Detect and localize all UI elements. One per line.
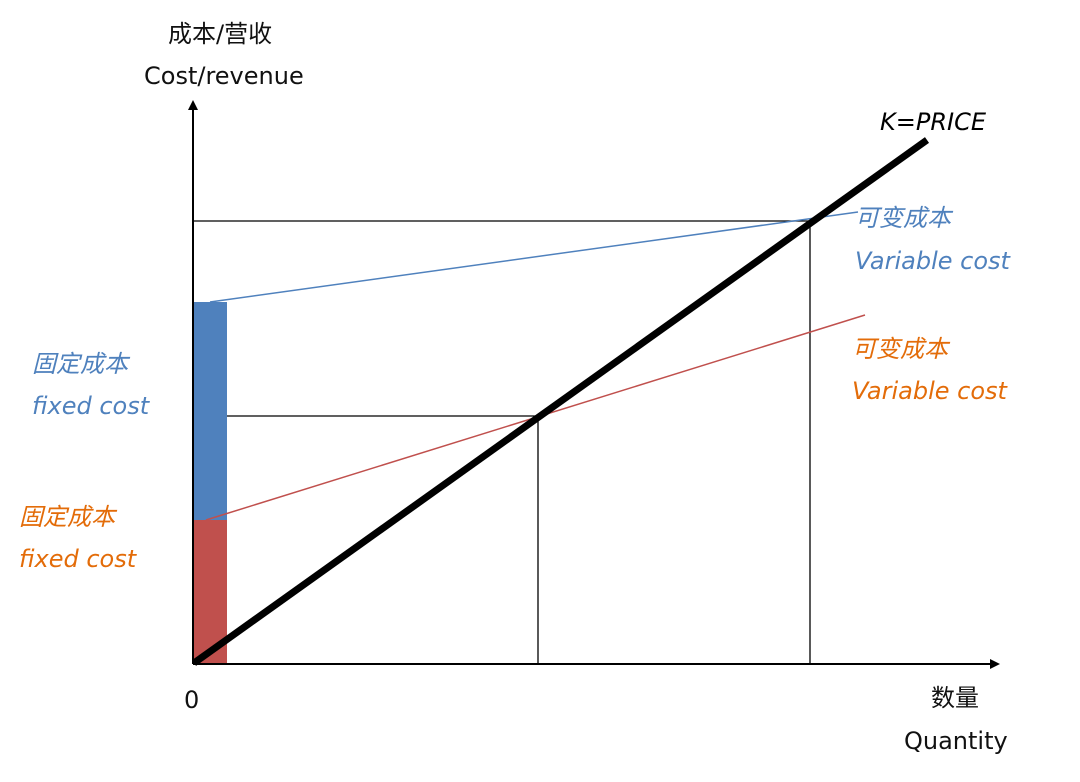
y-axis-title-en: Cost/revenue	[144, 62, 304, 90]
blue-variable-cost-label-en: Variable cost	[855, 247, 1012, 275]
orange-fixed-cost-label-en: fixed cost	[19, 545, 138, 573]
orange-variable-cost-label-zh: 可变成本	[852, 335, 951, 363]
orange-variable-cost-label-en: Variable cost	[852, 377, 1009, 405]
blue-fixed-cost-label-en: fixed cost	[32, 392, 151, 420]
x-axis-title-en: Quantity	[904, 727, 1008, 755]
blue-variable-cost-line	[209, 211, 859, 303]
y-axis-title-zh: 成本/营收	[168, 20, 272, 48]
price-line-label: K=PRICE	[880, 108, 987, 136]
blue-variable-cost-label-zh: 可变成本	[855, 204, 954, 232]
blue-fixed-cost-bar	[193, 302, 227, 520]
origin-label: 0	[184, 686, 199, 714]
orange-fixed-cost-label-zh: 固定成本	[19, 503, 118, 531]
blue-fixed-cost-label-zh: 固定成本	[32, 350, 131, 378]
x-axis-title-zh: 数量	[931, 684, 979, 712]
price-line	[191, 137, 930, 666]
